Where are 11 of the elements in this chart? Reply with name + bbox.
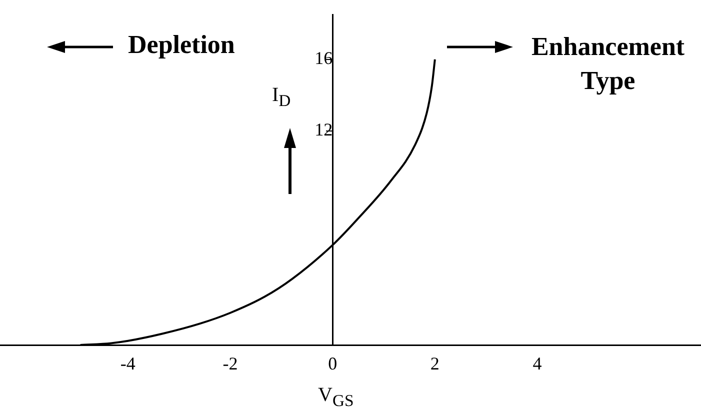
- x-axis-title: V$_{GS}$: [318, 384, 354, 411]
- annotation: Depletion: [128, 30, 235, 60]
- x-tick-label: -4: [120, 354, 136, 374]
- annotation: Enhancement Type: [530, 31, 686, 97]
- y-tick-label: 16: [314, 48, 333, 68]
- x-tick-label: 4: [532, 354, 542, 374]
- y-axis-title: I$_{D}$: [272, 84, 291, 111]
- y-tick-label: 12: [314, 120, 333, 140]
- x-tick-label: 0: [328, 354, 338, 374]
- x-tick-label: 2: [430, 354, 440, 374]
- x-tick-label: -2: [222, 354, 238, 374]
